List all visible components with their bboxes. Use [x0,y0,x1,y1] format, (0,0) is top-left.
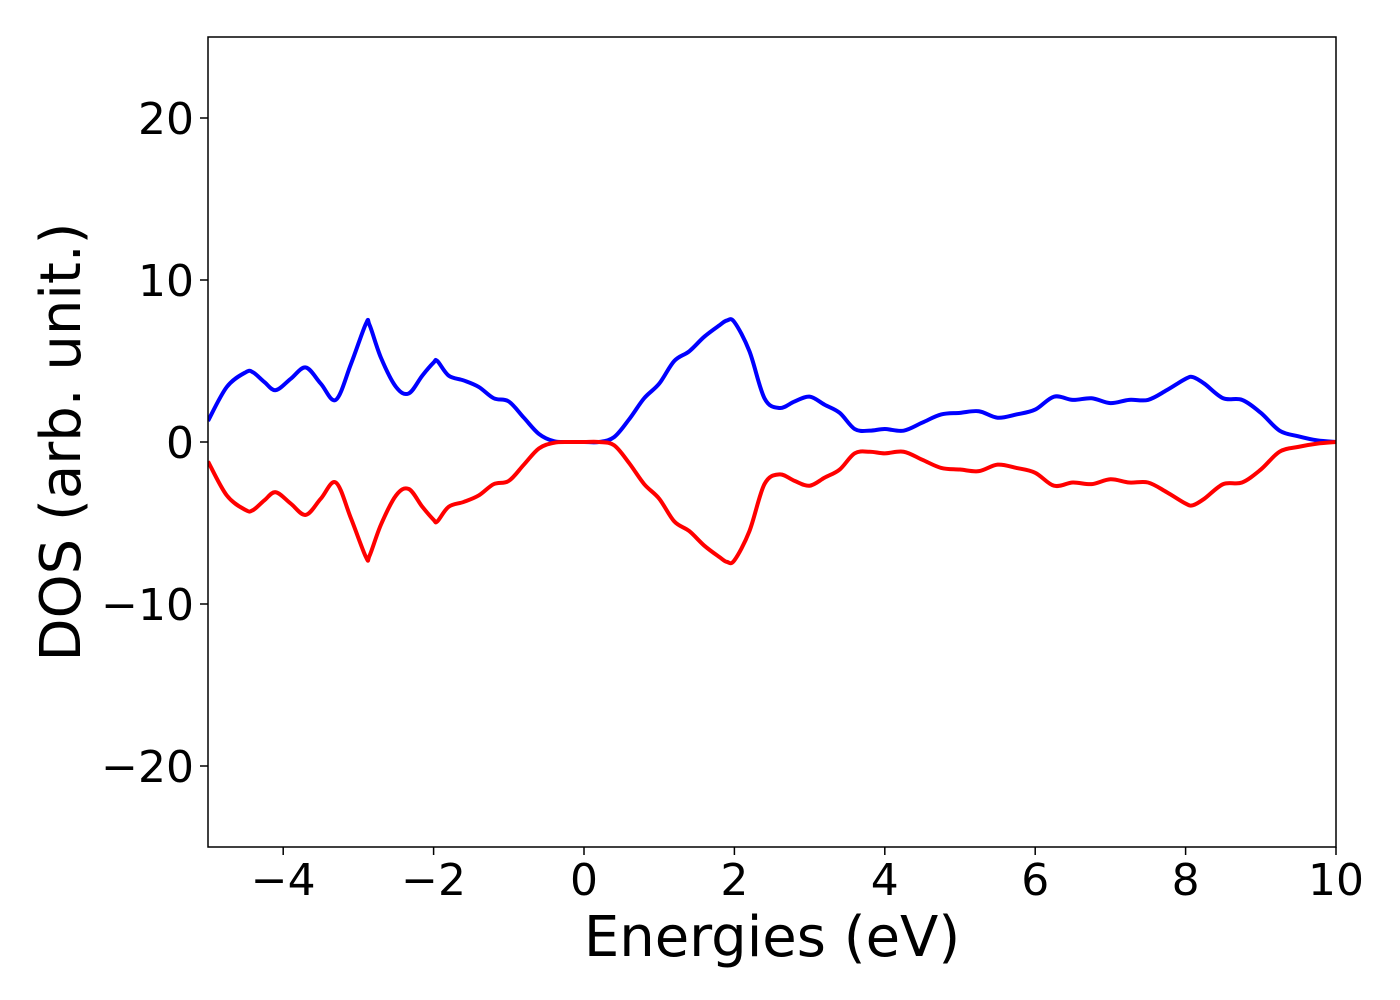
y-tick-label: −20 [101,742,194,793]
x-axis-label: Energies (eV) [584,905,960,970]
x-tick-label: 0 [570,855,598,906]
x-tick-label: 8 [1172,855,1200,906]
y-axis: −20 −10 0 10 20 [101,94,208,793]
y-tick-label: −10 [101,580,194,631]
series-line-2 [208,439,1336,566]
y-axis-label: DOS (arb. unit.) [29,222,94,661]
x-tick-label: 6 [1021,855,1049,906]
y-tick-label: 10 [138,256,194,307]
x-tick-label: 4 [871,855,899,906]
x-tick-label: −2 [401,855,466,906]
x-tick-label: 2 [720,855,748,906]
series-line-1 [208,317,1336,445]
y-tick-label: 20 [138,94,194,145]
x-tick-label: −4 [251,855,316,906]
y-tick-label: 0 [166,418,194,469]
x-axis: −4 −2 0 2 4 6 8 10 [251,847,1364,906]
x-tick-label: 10 [1308,855,1364,906]
series-layer [208,317,1336,566]
plot-frame [207,36,1337,848]
